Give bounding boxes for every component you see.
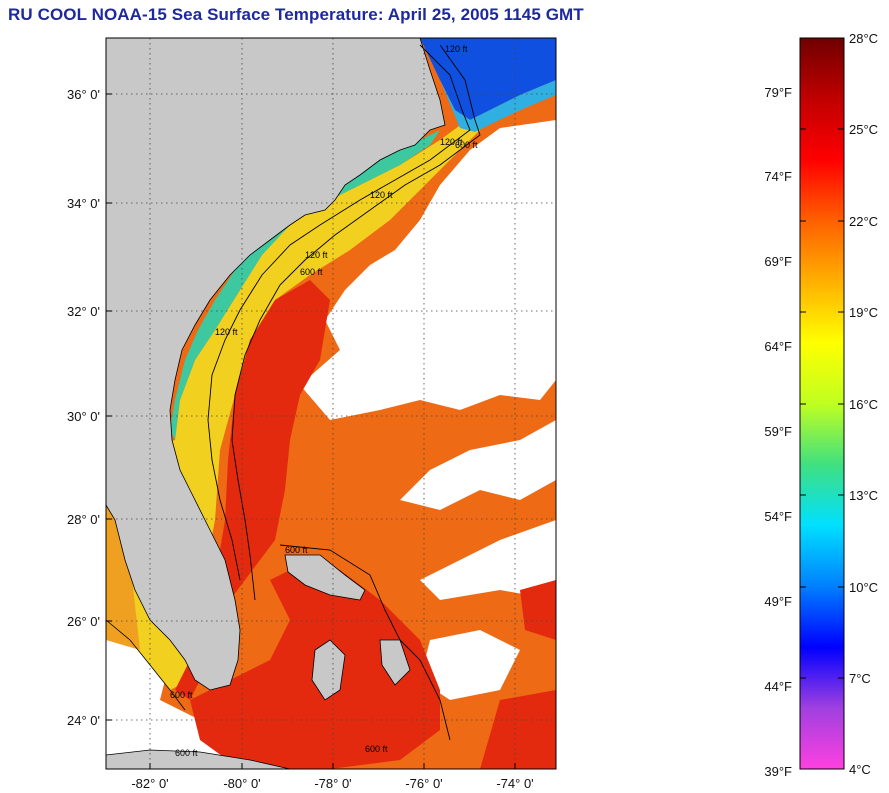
isobath-label: 120 ft <box>305 250 328 260</box>
cloud-cover-se <box>420 630 520 700</box>
fahrenheit-label: 64°F <box>764 339 792 354</box>
lon-tick-label: -80° 0' <box>223 776 260 791</box>
land-bahamas-1 <box>284 554 366 601</box>
colorbar-fahrenheit-labels: 79°F 74°F 69°F 64°F 59°F 54°F 49°F 44°F … <box>764 85 792 779</box>
isobath-600ft <box>231 44 481 601</box>
celsius-label: 25°C <box>849 122 878 137</box>
fahrenheit-label: 44°F <box>764 679 792 694</box>
lat-tick-label: 28° 0' <box>67 512 100 527</box>
isobath-labels: 120 ft 120 ft 600 ft 120 ft 600 ft 120 f… <box>170 44 478 758</box>
isobath-label: 120 ft <box>445 44 468 54</box>
isobath-120ft <box>207 44 471 581</box>
frame-ticks <box>106 93 516 769</box>
fahrenheit-label: 74°F <box>764 169 792 184</box>
colorbar-celsius-labels: 28°C 25°C 22°C 19°C 16°C 13°C 10°C 7°C 4… <box>849 31 878 777</box>
celsius-label: 28°C <box>849 31 878 46</box>
celsius-label: 7°C <box>849 671 871 686</box>
lat-tick-label: 36° 0' <box>67 87 100 102</box>
cloud-cover-mid <box>400 420 556 510</box>
fahrenheit-label: 69°F <box>764 254 792 269</box>
lon-tick-label: -76° 0' <box>405 776 442 791</box>
isobath-gulf <box>106 619 186 711</box>
graticule <box>106 38 556 769</box>
page-title: RU COOL NOAA-15 Sea Surface Temperature:… <box>8 5 584 24</box>
warm-patch-se <box>480 690 556 769</box>
land-bahamas-2 <box>311 639 346 701</box>
warm-patch-east <box>520 580 556 640</box>
celsius-label: 10°C <box>849 580 878 595</box>
land-bahamas-3 <box>379 639 411 686</box>
isobath-label: 600 ft <box>175 748 198 758</box>
lat-tick-label: 26° 0' <box>67 614 100 629</box>
sst-map: 120 ft 120 ft 600 ft 120 ft 600 ft 120 f… <box>106 38 556 769</box>
map-frame <box>105 37 557 770</box>
isobath-label: 120 ft <box>215 327 238 337</box>
isobath-label: 600 ft <box>285 545 308 555</box>
land-cuba <box>106 749 291 769</box>
lat-tick-label: 24° 0' <box>67 713 100 728</box>
celsius-label: 19°C <box>849 305 878 320</box>
isobath-label: 600 ft <box>170 690 193 700</box>
fahrenheit-label: 79°F <box>764 85 792 100</box>
cool-north-band <box>440 80 556 132</box>
lat-tick-label: 32° 0' <box>67 304 100 319</box>
fahrenheit-label: 54°F <box>764 509 792 524</box>
colorbar-ticks <box>800 128 844 679</box>
celsius-label: 22°C <box>849 214 878 229</box>
isobath-bahamas <box>279 544 451 741</box>
celsius-label: 16°C <box>849 397 878 412</box>
land-mainland <box>106 38 446 691</box>
fahrenheit-label: 39°F <box>764 764 792 779</box>
colorbar <box>799 37 845 770</box>
lon-tick-label: -78° 0' <box>314 776 351 791</box>
isobath-label: 120 ft <box>440 137 463 147</box>
fahrenheit-label: 59°F <box>764 424 792 439</box>
fahrenheit-label: 49°F <box>764 594 792 609</box>
isobath-label: 600 ft <box>455 140 478 150</box>
cloud-cover-east <box>430 300 556 370</box>
lon-tick-label: -74° 0' <box>496 776 533 791</box>
isobath-label: 600 ft <box>365 744 388 754</box>
cloud-cover-south <box>420 520 556 600</box>
celsius-label: 4°C <box>849 762 871 777</box>
isobath-label: 600 ft <box>300 267 323 277</box>
lon-axis-labels: -82° 0' -80° 0' -78° 0' -76° 0' -74° 0' <box>131 776 533 791</box>
lat-tick-label: 34° 0' <box>67 196 100 211</box>
cold-north-water <box>420 38 556 120</box>
isobath-label: 120 ft <box>370 190 393 200</box>
lat-axis-labels: 36° 0' 34° 0' 32° 0' 30° 0' 28° 0' 26° 0… <box>67 87 100 728</box>
celsius-label: 13°C <box>849 488 878 503</box>
lat-tick-label: 30° 0' <box>67 409 100 424</box>
lon-tick-label: -82° 0' <box>131 776 168 791</box>
